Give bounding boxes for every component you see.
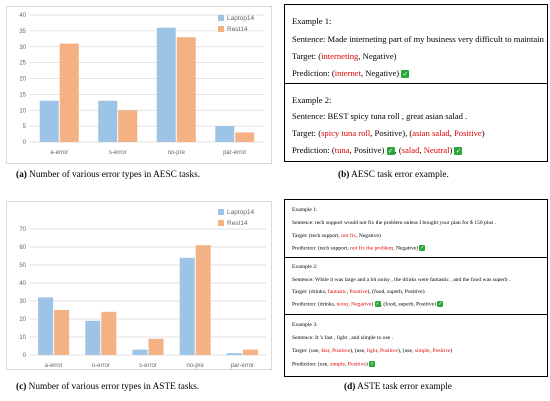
example-prediction: Prediction: (use, simple, Positive) ✓ bbox=[292, 361, 376, 368]
bar-rest14 bbox=[59, 43, 79, 143]
aesc-example-2: Example 2: Sentence: BEST spicy tuna rol… bbox=[285, 84, 547, 161]
check-icon: ✓ bbox=[437, 301, 444, 307]
example-title: Example 2: bbox=[292, 95, 332, 105]
bar-rest14 bbox=[101, 311, 117, 355]
example-sentence: Sentence: Made interneting part of my bu… bbox=[292, 34, 549, 44]
y-tick-label: 10 bbox=[19, 108, 26, 114]
x-tick-label: o-error bbox=[92, 363, 110, 369]
example-sentence: Sentence: It 's fast , light , and simpl… bbox=[292, 335, 394, 341]
bar-rest14 bbox=[242, 349, 258, 355]
aste-error-chart: 0 10 20 30 40 50 60 70 a-error o-error s-error no-p… bbox=[6, 201, 272, 370]
x-tick-label: par-error bbox=[231, 363, 254, 369]
bar-laptop14 bbox=[98, 100, 118, 142]
y-tick-label: 60 bbox=[19, 245, 26, 251]
y-tick-label: 35 bbox=[19, 29, 26, 35]
bar-rest14 bbox=[195, 245, 211, 355]
example-prediction: Prediction: (internet, Negative) ✓ bbox=[292, 68, 410, 79]
aesc-example-1: Example 1: Sentence: Made interneting pa… bbox=[285, 5, 549, 84]
bar-laptop14 bbox=[226, 353, 242, 355]
y-tick-label: 40 bbox=[19, 13, 26, 19]
y-tick-label: 20 bbox=[19, 317, 26, 323]
aste-example-3: Example 3: Sentence: It 's fast , light … bbox=[285, 315, 547, 376]
bar-rest14 bbox=[54, 310, 70, 355]
x-tick-label: no-pre bbox=[168, 150, 186, 156]
example-sentence: Sentence: BEST spicy tuna roll , great a… bbox=[292, 111, 468, 121]
y-tick-label: 30 bbox=[19, 299, 26, 305]
example-target: Target: (tech support, not fix, Negative… bbox=[292, 233, 381, 239]
bar-rest14 bbox=[176, 37, 196, 142]
check-icon: ✓ bbox=[454, 147, 463, 156]
x-tick-label: s-error bbox=[109, 150, 127, 156]
bar-laptop14 bbox=[179, 257, 195, 355]
y-tick-label: 10 bbox=[19, 335, 26, 341]
aste-example-2: Example 2: Sentence: While it was large … bbox=[285, 258, 547, 315]
caption-b: (b) AESC task error example. bbox=[338, 170, 449, 180]
example-sentence: Sentence: While it was large and a bit n… bbox=[292, 277, 511, 283]
example-prediction: Prediction: (drinks, noisy, Negative) ✓,… bbox=[292, 301, 444, 308]
y-tick-label: 70 bbox=[19, 227, 26, 233]
caption-c: (c) Number of various error types in AST… bbox=[16, 382, 200, 392]
example-target: Target: (interneting, Negative) bbox=[292, 51, 397, 61]
caption-a: (a) Number of various error types in AES… bbox=[16, 170, 201, 180]
y-tick-label: 0 bbox=[23, 353, 27, 359]
x-tick-label: a-error bbox=[45, 363, 63, 369]
check-icon: ✓ bbox=[401, 70, 410, 79]
bar-laptop14 bbox=[38, 297, 54, 355]
example-title: Example 1: bbox=[292, 207, 318, 213]
bar-laptop14 bbox=[132, 349, 148, 355]
y-tick-label: 40 bbox=[19, 281, 26, 287]
check-icon: ✓ bbox=[374, 301, 381, 307]
check-icon: ✓ bbox=[369, 361, 376, 367]
y-tick-label: 15 bbox=[19, 92, 26, 98]
x-tick-label: no-pre bbox=[187, 363, 205, 369]
example-title: Example 2: bbox=[292, 264, 318, 270]
x-tick-label: s-error bbox=[139, 363, 157, 369]
legend-label: Laptop14 bbox=[227, 209, 254, 216]
example-target: Target: (use, fast, Positive), (use, lig… bbox=[292, 348, 453, 354]
x-tick-label: par-error bbox=[223, 150, 246, 156]
legend-label: Rest14 bbox=[227, 26, 248, 33]
bar-rest14 bbox=[148, 338, 164, 355]
y-tick-label: 25 bbox=[19, 61, 26, 67]
y-tick-label: 5 bbox=[23, 124, 27, 130]
bar-laptop14 bbox=[85, 320, 101, 355]
bar-laptop14 bbox=[215, 126, 235, 142]
example-target: Target: (spicy tuna roll, Positive), (as… bbox=[292, 128, 485, 138]
example-sentence: Sentence: tech support would not fix the… bbox=[292, 220, 497, 226]
example-prediction: Prediction: (tech support, not fix the p… bbox=[292, 245, 426, 252]
check-icon: ✓ bbox=[419, 245, 426, 251]
check-icon: ✓ bbox=[386, 147, 395, 156]
aste-example-box: Example 1: Sentence: tech support would … bbox=[284, 199, 548, 377]
example-target: Target: (drinks, fantastic, Positive), (… bbox=[292, 289, 425, 295]
caption-d: (d) ASTE task error example bbox=[344, 382, 452, 392]
bar-rest14 bbox=[118, 110, 138, 142]
x-tick-label: a-error bbox=[50, 150, 68, 156]
y-tick-label: 30 bbox=[19, 45, 26, 51]
y-tick-label: 50 bbox=[19, 263, 26, 269]
y-tick-label: 0 bbox=[23, 140, 27, 146]
legend-swatch bbox=[218, 15, 224, 21]
legend-swatch bbox=[218, 220, 224, 226]
example-prediction: Prediction: (tuna, Positive) ✓, (salad, … bbox=[292, 145, 463, 156]
legend-label: Rest14 bbox=[227, 220, 248, 227]
bar-rest14 bbox=[235, 132, 255, 142]
legend-swatch bbox=[218, 209, 224, 215]
legend-swatch bbox=[218, 26, 224, 32]
example-title: Example 1: bbox=[292, 16, 332, 26]
y-tick-label: 20 bbox=[19, 77, 26, 83]
aesc-example-box: Example 1: Sentence: Made interneting pa… bbox=[284, 4, 548, 162]
legend-label: Laptop14 bbox=[227, 15, 254, 22]
aste-example-1: Example 1: Sentence: tech support would … bbox=[285, 200, 547, 258]
aesc-error-chart: 0 5 10 15 20 25 30 35 40 a-error s-error no-pre par-… bbox=[6, 6, 272, 164]
example-title: Example 3: bbox=[292, 322, 318, 328]
bar-laptop14 bbox=[39, 100, 59, 142]
bar-laptop14 bbox=[156, 27, 176, 143]
